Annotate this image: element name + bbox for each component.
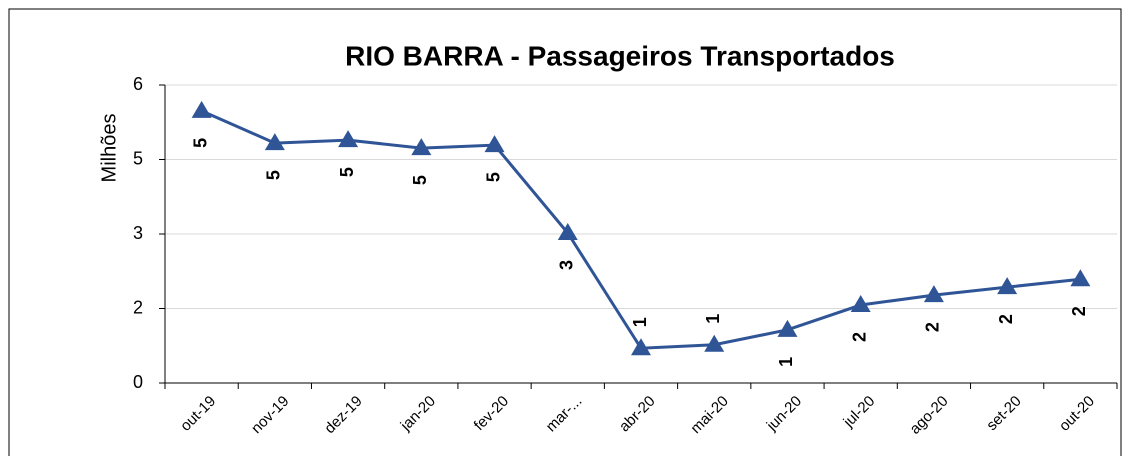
data-label: 5 [337, 167, 357, 177]
data-label: 5 [483, 172, 503, 182]
marker [631, 338, 651, 356]
marker [557, 223, 578, 241]
marker [191, 100, 212, 118]
data-label: 1 [630, 317, 650, 327]
marker [484, 135, 505, 153]
data-label: 5 [410, 175, 430, 185]
data-label: 1 [776, 357, 796, 367]
y-tick-label: 2 [133, 297, 143, 317]
data-label: 5 [190, 138, 210, 148]
y-tick-label: 3 [133, 223, 143, 243]
marker [338, 130, 359, 148]
data-label: 3 [557, 260, 577, 270]
marker [704, 334, 725, 352]
data-label: 1 [703, 314, 723, 324]
marker [264, 133, 285, 151]
marker [411, 138, 432, 156]
y-tick-label: 0 [133, 372, 143, 392]
data-label: 2 [849, 332, 869, 342]
y-axis-label: Milhões [98, 114, 120, 183]
marker [997, 277, 1018, 295]
data-label: 5 [264, 170, 284, 180]
chart-title: RIO BARRA - Passageiros Transportados [345, 40, 895, 71]
y-tick-label: 5 [133, 148, 143, 168]
marker [850, 295, 871, 313]
data-label: 2 [1069, 306, 1089, 316]
marker [777, 319, 798, 337]
marker [1070, 269, 1091, 287]
marker [923, 285, 944, 303]
data-label: 2 [996, 314, 1016, 324]
data-label: 2 [923, 322, 943, 332]
y-tick-label: 6 [133, 74, 143, 94]
